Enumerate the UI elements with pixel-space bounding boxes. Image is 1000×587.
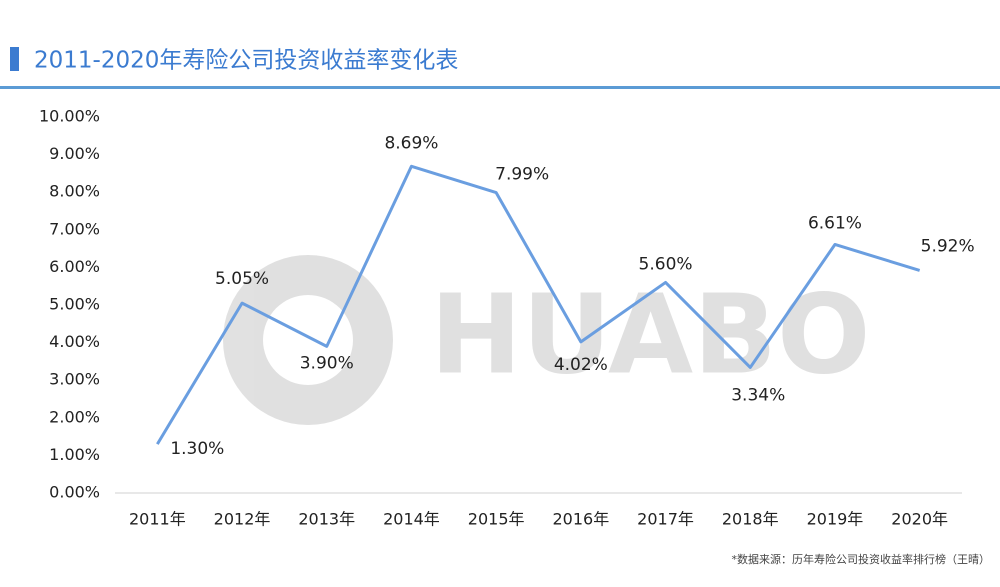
x-tick-label: 2016年: [552, 510, 609, 529]
x-tick-label: 2012年: [214, 510, 271, 529]
x-tick-label: 2017年: [637, 510, 694, 529]
value-label: 1.30%: [170, 439, 224, 459]
y-tick-label: 0.00%: [49, 483, 100, 502]
value-label: 7.99%: [495, 165, 549, 185]
watermark-logo-inner: [263, 295, 353, 385]
value-label: 3.34%: [731, 385, 785, 405]
y-tick-label: 6.00%: [49, 257, 100, 276]
x-tick-label: 2014年: [383, 510, 440, 529]
x-tick-label: 2013年: [298, 510, 355, 529]
title-marker: [10, 47, 19, 71]
x-tick-label: 2018年: [722, 510, 779, 529]
x-tick-label: 2015年: [468, 510, 525, 529]
value-label: 5.60%: [639, 254, 693, 274]
y-tick-label: 1.00%: [49, 445, 100, 464]
value-label: 6.61%: [808, 213, 862, 233]
value-label: 3.90%: [300, 353, 354, 373]
y-tick-label: 10.00%: [39, 107, 100, 126]
title-rule: [0, 86, 1000, 89]
x-tick-label: 2011年: [129, 510, 186, 529]
y-tick-label: 2.00%: [49, 407, 100, 426]
data-line: [156, 164, 921, 445]
value-label: 8.69%: [384, 133, 438, 153]
value-label: 4.02%: [554, 355, 608, 375]
y-tick-label: 8.00%: [49, 182, 100, 201]
value-label: 5.05%: [215, 269, 269, 289]
y-tick-label: 4.00%: [49, 332, 100, 351]
y-tick-label: 5.00%: [49, 295, 100, 314]
x-tick-label: 2019年: [807, 510, 864, 529]
source-note: *数据来源：历年寿险公司投资收益率排行榜（王晴）: [732, 552, 991, 566]
y-tick-label: 9.00%: [49, 144, 100, 163]
y-tick-label: 3.00%: [49, 370, 100, 389]
x-tick-label: 2020年: [891, 510, 948, 529]
y-tick-label: 7.00%: [49, 219, 100, 238]
value-label: 5.92%: [921, 236, 975, 256]
chart-title: 2011-2020年寿险公司投资收益率变化表: [34, 48, 458, 74]
